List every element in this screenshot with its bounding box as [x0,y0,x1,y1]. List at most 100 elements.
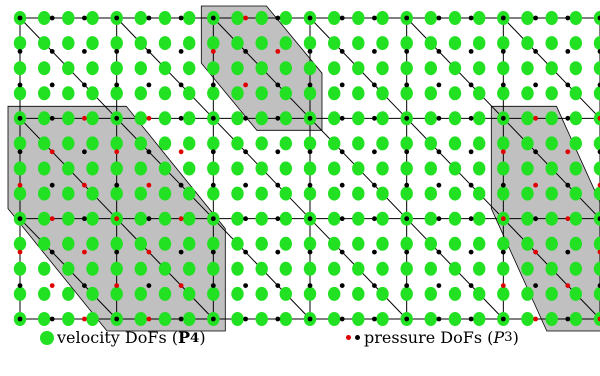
velocity-dof [593,261,600,276]
velocity-dof [86,286,99,301]
pressure-dof [178,149,184,155]
velocity-dof [569,111,582,126]
velocity-dof [158,161,172,176]
velocity-dof [521,186,534,201]
velocity-dof [303,61,317,76]
pressure-dof [146,283,152,288]
velocity-dof [134,111,147,126]
velocity-dof [473,312,486,326]
pressure-dof [372,149,377,155]
velocity-dof [448,236,462,251]
velocity-dof [183,161,196,176]
pressure-dof [436,316,442,322]
pressure-dof [533,149,538,155]
velocity-dof [424,36,437,51]
velocity-dof [183,136,196,151]
velocity-dof [328,86,341,101]
velocity-dof [38,261,51,276]
velocity-dof [255,161,268,176]
pressure-dof [114,249,120,255]
pressure-dof [500,283,506,288]
pressure-dof [243,316,249,322]
velocity-dof [593,36,600,51]
velocity-dof [183,186,196,201]
velocity-dof [400,86,413,101]
velocity-dof [110,236,123,251]
velocity-dof [207,36,220,51]
pressure-dof [243,182,249,188]
velocity-dof [521,236,534,251]
velocity-dof [473,286,486,301]
pressure-dof [146,115,152,121]
pressure-dof [210,182,216,188]
velocity-dof [13,161,27,176]
velocity-dof [279,111,292,126]
velocity-dof [231,61,244,76]
velocity-dof [400,236,413,251]
pressure-dof [372,249,377,255]
velocity-dof [376,111,389,126]
velocity-dof [158,286,172,301]
pressure-dof [404,316,410,322]
velocity-dof [255,236,268,251]
velocity-dof [231,136,244,151]
pressure-dof [533,115,538,121]
pressure-dof [339,149,345,155]
velocity-dof [38,161,51,176]
velocity-dof [183,36,196,51]
pressure-dof [114,82,120,88]
pressure-dof [565,249,571,255]
pressure-dof [146,249,152,255]
pressure-dof [533,283,538,288]
pressure-dof [114,283,120,288]
velocity-dof [569,11,582,25]
velocity-dof [279,61,292,76]
velocity-dof [569,61,582,76]
pressure-dof [468,216,474,222]
velocity-dof [352,312,365,326]
pressure-dof [533,15,538,21]
velocity-dof [231,86,244,101]
velocity-dof [352,86,365,101]
pressure-dof [565,316,571,322]
pressure-dof [597,283,600,288]
pressure-dof [307,316,313,322]
pressure-dof [468,115,474,121]
pressure-dof [243,149,249,155]
velocity-dof [110,261,123,276]
pressure-dof [436,115,442,121]
velocity-dof [521,11,534,25]
pressure-dof [597,149,600,155]
velocity-dof [231,261,244,276]
velocity-dof [279,236,292,251]
pressure-dof [339,316,345,322]
velocity-dof [134,136,147,151]
velocity-dof [38,111,51,126]
velocity-dof [231,161,244,176]
pressure-dof [17,216,23,222]
velocity-dof [545,161,558,176]
pressure-dof [82,182,87,188]
velocity-dof [303,186,317,201]
velocity-dof [400,286,413,301]
velocity-dof [38,312,51,326]
pressure-dof [275,316,281,322]
velocity-dof [497,186,510,201]
pressure-dof [500,82,506,88]
pressure-dof [372,182,377,188]
pressure-dof [339,49,345,54]
velocity-dof [473,211,486,226]
velocity-dof [86,312,99,326]
velocity-dof [497,261,510,276]
pressure-dof [372,115,377,121]
pressure-dof [307,249,313,255]
velocity-dof [62,61,75,76]
velocity-dof [473,111,486,126]
velocity-dof [352,61,365,76]
velocity-dof-marker [40,330,54,345]
pressure-space-symbol: P [493,328,505,347]
velocity-dof [158,36,172,51]
velocity-dof [207,261,220,276]
velocity-dof [255,286,268,301]
